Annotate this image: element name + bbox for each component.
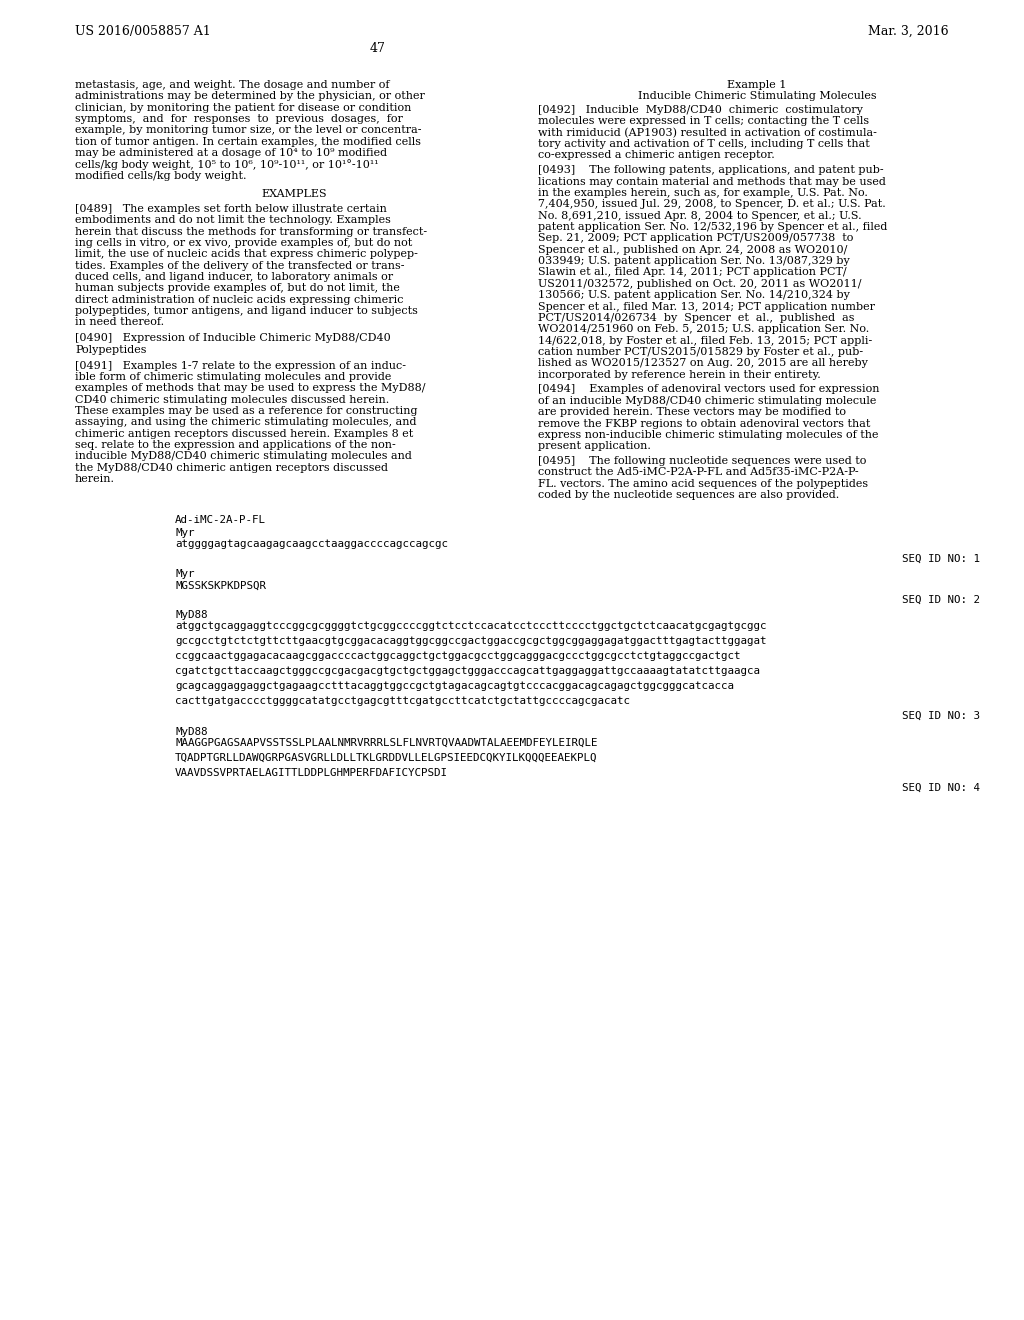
- Text: 033949; U.S. patent application Ser. No. 13/087,329 by: 033949; U.S. patent application Ser. No.…: [538, 256, 850, 267]
- Text: human subjects provide examples of, but do not limit, the: human subjects provide examples of, but …: [75, 284, 400, 293]
- Text: in the examples herein, such as, for example, U.S. Pat. No.: in the examples herein, such as, for exa…: [538, 187, 868, 198]
- Text: symptoms,  and  for  responses  to  previous  dosages,  for: symptoms, and for responses to previous …: [75, 114, 402, 124]
- Text: MyD88: MyD88: [175, 726, 208, 737]
- Text: tides. Examples of the delivery of the transfected or trans-: tides. Examples of the delivery of the t…: [75, 260, 404, 271]
- Text: polypeptides, tumor antigens, and ligand inducer to subjects: polypeptides, tumor antigens, and ligand…: [75, 306, 418, 315]
- Text: cacttgatgacccctggggcatatgcctgagcgtttcgatgccttcatctgctattgccccagcgacatc: cacttgatgacccctggggcatatgcctgagcgtttcgat…: [175, 696, 630, 706]
- Text: seq. relate to the expression and applications of the non-: seq. relate to the expression and applic…: [75, 440, 395, 450]
- Text: US2011/032572, published on Oct. 20, 2011 as WO2011/: US2011/032572, published on Oct. 20, 201…: [538, 279, 861, 289]
- Text: US 2016/0058857 A1: US 2016/0058857 A1: [75, 25, 211, 38]
- Text: construct the Ad5-iMC-P2A-P-FL and Ad5f35-iMC-P2A-P-: construct the Ad5-iMC-P2A-P-FL and Ad5f3…: [538, 467, 859, 478]
- Text: direct administration of nucleic acids expressing chimeric: direct administration of nucleic acids e…: [75, 294, 403, 305]
- Text: example, by monitoring tumor size, or the level or concentra-: example, by monitoring tumor size, or th…: [75, 125, 422, 136]
- Text: tion of tumor antigen. In certain examples, the modified cells: tion of tumor antigen. In certain exampl…: [75, 137, 421, 147]
- Text: WO2014/251960 on Feb. 5, 2015; U.S. application Ser. No.: WO2014/251960 on Feb. 5, 2015; U.S. appl…: [538, 325, 869, 334]
- Text: Ad-iMC-2A-P-FL: Ad-iMC-2A-P-FL: [175, 515, 266, 525]
- Text: TQADPTGRLLDAWQGRPGASVGRLLDLLTKLGRDDVLLELGPSIEEDCQKYILKQQQEEAEKPLQ: TQADPTGRLLDAWQGRPGASVGRLLDLLTKLGRDDVLLEL…: [175, 752, 597, 763]
- Text: cells/kg body weight, 10⁵ to 10⁶, 10⁹-10¹¹, or 10¹°-10¹¹: cells/kg body weight, 10⁵ to 10⁶, 10⁹-10…: [75, 160, 379, 170]
- Text: Slawin et al., filed Apr. 14, 2011; PCT application PCT/: Slawin et al., filed Apr. 14, 2011; PCT …: [538, 268, 847, 277]
- Text: gccgcctgtctctgttcttgaacgtgcggacacaggtggcggccgactggaccgcgctggcggaggagatggactttgag: gccgcctgtctctgttcttgaacgtgcggacacaggtggc…: [175, 636, 767, 647]
- Text: [0494]    Examples of adenoviral vectors used for expression: [0494] Examples of adenoviral vectors us…: [538, 384, 880, 395]
- Text: clinician, by monitoring the patient for disease or condition: clinician, by monitoring the patient for…: [75, 103, 412, 112]
- Text: remove the FKBP regions to obtain adenoviral vectors that: remove the FKBP regions to obtain adenov…: [538, 418, 870, 429]
- Text: Example 1: Example 1: [727, 81, 786, 90]
- Text: gcagcaggaggaggctgagaagcctttacaggtggccgctgtagacagcagtgtcccacggacagcagagctggcgggca: gcagcaggaggaggctgagaagcctttacaggtggccgct…: [175, 681, 734, 692]
- Text: inducible MyD88/CD40 chimeric stimulating molecules and: inducible MyD88/CD40 chimeric stimulatin…: [75, 451, 412, 462]
- Text: modified cells/kg body weight.: modified cells/kg body weight.: [75, 170, 247, 181]
- Text: lished as WO2015/123527 on Aug. 20, 2015 are all hereby: lished as WO2015/123527 on Aug. 20, 2015…: [538, 358, 868, 368]
- Text: chimeric antigen receptors discussed herein. Examples 8 et: chimeric antigen receptors discussed her…: [75, 429, 414, 438]
- Text: 7,404,950, issued Jul. 29, 2008, to Spencer, D. et al.; U.S. Pat.: 7,404,950, issued Jul. 29, 2008, to Spen…: [538, 199, 886, 210]
- Text: limit, the use of nucleic acids that express chimeric polypep-: limit, the use of nucleic acids that exp…: [75, 249, 418, 259]
- Text: Myr: Myr: [175, 528, 195, 539]
- Text: [0495]    The following nucleotide sequences were used to: [0495] The following nucleotide sequence…: [538, 455, 866, 466]
- Text: are provided herein. These vectors may be modified to: are provided herein. These vectors may b…: [538, 407, 846, 417]
- Text: Sep. 21, 2009; PCT application PCT/US2009/057738  to: Sep. 21, 2009; PCT application PCT/US200…: [538, 234, 853, 243]
- Text: administrations may be determined by the physician, or other: administrations may be determined by the…: [75, 91, 425, 102]
- Text: VAAVDSSVPRTAELAGITTLDDPLGHMPERFDAFICYCPSDI: VAAVDSSVPRTAELAGITTLDDPLGHMPERFDAFICYCPS…: [175, 768, 449, 777]
- Text: MGSSKSKPKDPSQR: MGSSKSKPKDPSQR: [175, 581, 266, 590]
- Text: [0489]   The examples set forth below illustrate certain: [0489] The examples set forth below illu…: [75, 203, 387, 214]
- Text: present application.: present application.: [538, 441, 651, 451]
- Text: Spencer et al., published on Apr. 24, 2008 as WO2010/: Spencer et al., published on Apr. 24, 20…: [538, 244, 848, 255]
- Text: These examples may be used as a reference for constructing: These examples may be used as a referenc…: [75, 407, 418, 416]
- Text: 47: 47: [370, 42, 386, 55]
- Text: may be administered at a dosage of 10⁴ to 10⁹ modified: may be administered at a dosage of 10⁴ t…: [75, 148, 387, 158]
- Text: herein.: herein.: [75, 474, 115, 484]
- Text: express non-inducible chimeric stimulating molecules of the: express non-inducible chimeric stimulati…: [538, 430, 879, 440]
- Text: CD40 chimeric stimulating molecules discussed herein.: CD40 chimeric stimulating molecules disc…: [75, 395, 389, 405]
- Text: ible form of chimeric stimulating molecules and provide: ible form of chimeric stimulating molecu…: [75, 372, 391, 381]
- Text: SEQ ID NO: 3: SEQ ID NO: 3: [902, 711, 980, 721]
- Text: cgatctgcttaccaagctgggccgcgacgacgtgctgctggagctgggacccagcattgaggaggattgccaaaagtata: cgatctgcttaccaagctgggccgcgacgacgtgctgctg…: [175, 667, 760, 676]
- Text: MyD88: MyD88: [175, 610, 208, 620]
- Text: cation number PCT/US2015/015829 by Foster et al., pub-: cation number PCT/US2015/015829 by Foste…: [538, 347, 863, 356]
- Text: in need thereof.: in need thereof.: [75, 317, 164, 327]
- Text: Mar. 3, 2016: Mar. 3, 2016: [868, 25, 949, 38]
- Text: ccggcaactggagacacaagcggaccccactggcaggctgctggacgcctggcagggacgccctggcgcctctgtaggcc: ccggcaactggagacacaagcggaccccactggcaggctg…: [175, 651, 740, 661]
- Text: atggggagtagcaagagcaagcctaaggaccccagccagcgc: atggggagtagcaagagcaagcctaaggaccccagccagc…: [175, 540, 449, 549]
- Text: of an inducible MyD88/CD40 chimeric stimulating molecule: of an inducible MyD88/CD40 chimeric stim…: [538, 396, 877, 405]
- Text: SEQ ID NO: 2: SEQ ID NO: 2: [902, 595, 980, 605]
- Text: PCT/US2014/026734  by  Spencer  et  al.,  published  as: PCT/US2014/026734 by Spencer et al., pub…: [538, 313, 854, 323]
- Text: Inducible Chimeric Stimulating Molecules: Inducible Chimeric Stimulating Molecules: [638, 91, 877, 102]
- Text: assaying, and using the chimeric stimulating molecules, and: assaying, and using the chimeric stimula…: [75, 417, 417, 428]
- Text: tory activity and activation of T cells, including T cells that: tory activity and activation of T cells,…: [538, 139, 869, 149]
- Text: examples of methods that may be used to express the MyD88/: examples of methods that may be used to …: [75, 383, 426, 393]
- Text: lications may contain material and methods that may be used: lications may contain material and metho…: [538, 177, 886, 186]
- Text: co-expressed a chimeric antigen receptor.: co-expressed a chimeric antigen receptor…: [538, 150, 775, 161]
- Text: [0492]   Inducible  MyD88/CD40  chimeric  costimulatory: [0492] Inducible MyD88/CD40 chimeric cos…: [538, 106, 863, 115]
- Text: [0491]   Examples 1-7 relate to the expression of an induc-: [0491] Examples 1-7 relate to the expres…: [75, 360, 406, 371]
- Text: the MyD88/CD40 chimeric antigen receptors discussed: the MyD88/CD40 chimeric antigen receptor…: [75, 463, 388, 473]
- Text: MAAGGPGAGSAAPVSSTSSLPLAALNMRVRRRLSLFLNVRTQVAADWTALAEEMDFEYLEIRQLE: MAAGGPGAGSAAPVSSTSSLPLAALNMRVRRRLSLFLNVR…: [175, 738, 597, 747]
- Text: embodiments and do not limit the technology. Examples: embodiments and do not limit the technol…: [75, 215, 391, 226]
- Text: SEQ ID NO: 1: SEQ ID NO: 1: [902, 554, 980, 564]
- Text: incorporated by reference herein in their entirety.: incorporated by reference herein in thei…: [538, 370, 821, 380]
- Text: SEQ ID NO: 4: SEQ ID NO: 4: [902, 783, 980, 792]
- Text: FL. vectors. The amino acid sequences of the polypeptides: FL. vectors. The amino acid sequences of…: [538, 479, 868, 488]
- Text: herein that discuss the methods for transforming or transfect-: herein that discuss the methods for tran…: [75, 227, 427, 236]
- Text: Spencer et al., filed Mar. 13, 2014; PCT application number: Spencer et al., filed Mar. 13, 2014; PCT…: [538, 301, 874, 312]
- Text: Polypeptides: Polypeptides: [75, 345, 146, 355]
- Text: 14/622,018, by Foster et al., filed Feb. 13, 2015; PCT appli-: 14/622,018, by Foster et al., filed Feb.…: [538, 335, 872, 346]
- Text: molecules were expressed in T cells; contacting the T cells: molecules were expressed in T cells; con…: [538, 116, 869, 127]
- Text: metastasis, age, and weight. The dosage and number of: metastasis, age, and weight. The dosage …: [75, 81, 389, 90]
- Text: 130566; U.S. patent application Ser. No. 14/210,324 by: 130566; U.S. patent application Ser. No.…: [538, 290, 850, 300]
- Text: EXAMPLES: EXAMPLES: [261, 189, 327, 199]
- Text: with rimiducid (AP1903) resulted in activation of costimula-: with rimiducid (AP1903) resulted in acti…: [538, 128, 877, 139]
- Text: atggctgcaggaggtcccggcgcggggtctgcggccccggtctcctccacatcctcccttcccctggctgctctcaacat: atggctgcaggaggtcccggcgcggggtctgcggccccgg…: [175, 622, 767, 631]
- Text: [0493]    The following patents, applications, and patent pub-: [0493] The following patents, applicatio…: [538, 165, 884, 176]
- Text: duced cells, and ligand inducer, to laboratory animals or: duced cells, and ligand inducer, to labo…: [75, 272, 393, 282]
- Text: No. 8,691,210, issued Apr. 8, 2004 to Spencer, et al.; U.S.: No. 8,691,210, issued Apr. 8, 2004 to Sp…: [538, 211, 861, 220]
- Text: ing cells in vitro, or ex vivo, provide examples of, but do not: ing cells in vitro, or ex vivo, provide …: [75, 238, 413, 248]
- Text: Myr: Myr: [175, 569, 195, 579]
- Text: [0490]   Expression of Inducible Chimeric MyD88/CD40: [0490] Expression of Inducible Chimeric …: [75, 334, 391, 343]
- Text: patent application Ser. No. 12/532,196 by Spencer et al., filed: patent application Ser. No. 12/532,196 b…: [538, 222, 888, 232]
- Text: coded by the nucleotide sequences are also provided.: coded by the nucleotide sequences are al…: [538, 490, 840, 500]
